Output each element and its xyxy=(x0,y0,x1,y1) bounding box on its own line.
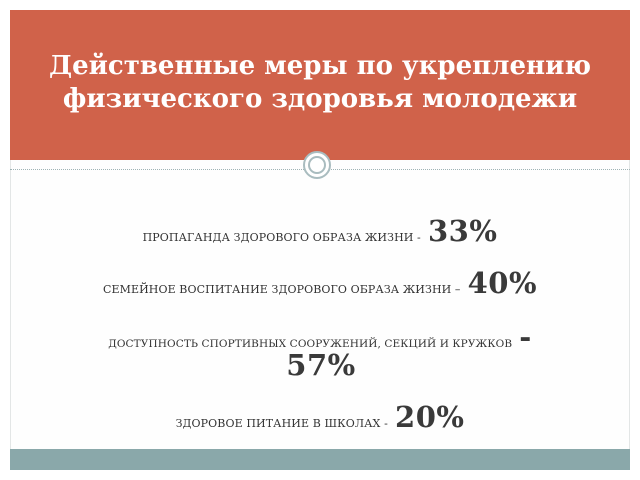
measure-label: ДОСТУПНОСТЬ СПОРТИВНЫХ СООРУЖЕНИЙ, СЕКЦИ… xyxy=(108,338,513,350)
measure-item-family-education: СЕМЕЙНОЕ ВОСПИТАНИЕ ЗДОРОВОГО ОБРАЗА ЖИЗ… xyxy=(10,266,630,300)
slide-title: Действенные меры по укреплению физическо… xyxy=(10,50,630,116)
measure-percentage: 57% xyxy=(286,348,356,382)
title-band xyxy=(10,10,630,160)
measure-percentage: 20% xyxy=(395,400,465,434)
measure-label: ЗДОРОВОЕ ПИТАНИЕ В ШКОЛАХ - xyxy=(175,417,388,430)
measure-label: СЕМЕЙНОЕ ВОСПИТАНИЕ ЗДОРОВОГО ОБРАЗА ЖИЗ… xyxy=(102,283,461,296)
measure-label: ПРОПАГАНДА ЗДОРОВОГО ОБРАЗА ЖИЗНИ - xyxy=(142,231,421,244)
measure-percentage: 40% xyxy=(467,266,538,300)
measure-item-sports-facilities-value: 57% xyxy=(10,348,630,382)
measure-item-school-nutrition: ЗДОРОВОЕ ПИТАНИЕ В ШКОЛАХ - 20% xyxy=(10,400,630,434)
measure-dash: - xyxy=(519,320,532,354)
slide-title-line-2: физического здоровья молодежи xyxy=(62,84,578,114)
measure-percentage: 33% xyxy=(427,214,498,248)
divider-circle-icon xyxy=(303,151,331,179)
divider-inner-circle-icon xyxy=(308,156,326,174)
slide-title-line-1: Действенные меры по укреплению xyxy=(48,51,592,81)
measure-item-propaganda: ПРОПАГАНДА ЗДОРОВОГО ОБРАЗА ЖИЗНИ - 33% xyxy=(10,214,630,248)
measure-item-sports-facilities: ДОСТУПНОСТЬ СПОРТИВНЫХ СООРУЖЕНИЙ, СЕКЦИ… xyxy=(10,320,630,354)
bottom-band xyxy=(10,449,630,470)
